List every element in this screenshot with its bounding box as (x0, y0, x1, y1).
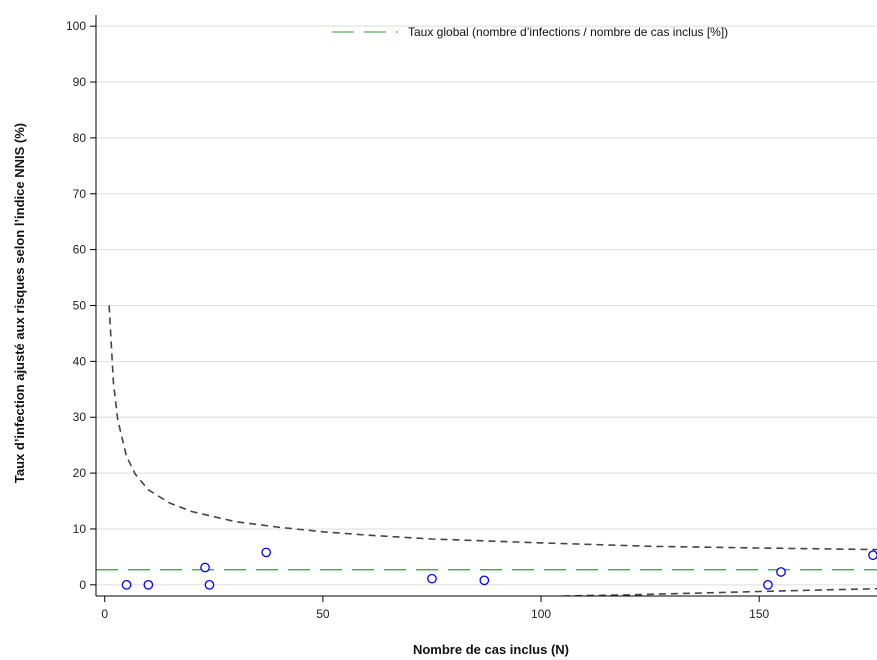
y-tick-label: 100 (66, 19, 86, 33)
data-point (204, 579, 215, 590)
data-point (776, 567, 786, 577)
data-point (121, 579, 132, 590)
data-point (763, 579, 773, 590)
y-tick-label: 90 (73, 75, 87, 89)
data-point (427, 573, 437, 584)
y-tick-label: 10 (73, 522, 87, 536)
y-tick-label: 30 (73, 410, 87, 424)
data-point (261, 547, 272, 558)
data-points (121, 547, 877, 590)
funnel-limits (108, 305, 877, 596)
x-tick-label: 150 (749, 607, 769, 621)
legend: Taux global (nombre d’infections / nombr… (332, 25, 728, 39)
axes: 0 10 20 30 40 50 60 70 80 90 100 0 50 100 150 (66, 15, 877, 621)
y-tick-label: 60 (73, 243, 87, 257)
data-point (200, 562, 210, 573)
upper-control-limit (108, 305, 877, 551)
data-point (479, 575, 490, 586)
y-tick-label: 70 (73, 187, 87, 201)
y-tick-label: 50 (73, 299, 87, 313)
lower-control-limit (562, 587, 877, 596)
data-point (868, 550, 877, 561)
x-tick-label: 100 (531, 607, 551, 621)
x-axis-title: Nombre de cas inclus (N) (413, 642, 569, 657)
gridlines (96, 25, 877, 586)
legend-label: Taux global (nombre d’infections / nombr… (408, 25, 728, 39)
x-tick-label: 50 (316, 607, 330, 621)
y-tick-label: 80 (73, 131, 87, 145)
y-axis-title: Taux d’infection ajusté aux risques selo… (12, 123, 27, 483)
y-tick-label: 20 (73, 466, 87, 480)
data-point (143, 579, 154, 590)
x-tick-label: 0 (101, 607, 108, 621)
y-tick-label: 40 (73, 354, 87, 368)
y-tick-label: 0 (79, 578, 86, 592)
